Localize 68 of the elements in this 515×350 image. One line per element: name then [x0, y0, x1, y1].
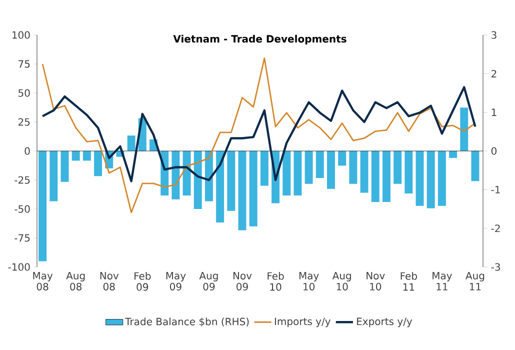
bar: [216, 150, 224, 223]
x-tick-label: Aug 09: [199, 272, 218, 290]
legend-label: Trade Balance $bn (RHS): [125, 318, 249, 327]
bar: [438, 150, 446, 206]
y2-tick-label: 1: [492, 108, 496, 116]
bar: [394, 150, 402, 184]
y2-tick-label: -1: [491, 186, 500, 194]
bar: [404, 150, 413, 194]
x-tick-label: May 08: [33, 272, 53, 290]
bar: [227, 150, 236, 211]
bar: [460, 108, 468, 151]
y-tick-label: -50: [14, 205, 30, 213]
y-tick-label: 75: [18, 60, 30, 68]
bar: [72, 150, 80, 161]
bar: [416, 150, 424, 206]
y-tick-label: 50: [18, 89, 30, 97]
bar: [127, 136, 136, 151]
x-tick-label: May 09: [166, 272, 186, 290]
x-tick-label: Nov 09: [233, 272, 252, 290]
bar: [382, 150, 390, 202]
bar: [426, 150, 435, 208]
bar: [471, 150, 480, 182]
y-tick-label: 100: [12, 31, 30, 39]
bar: [349, 150, 358, 184]
y2-tick-label: -2: [491, 224, 500, 232]
bar: [294, 150, 302, 196]
x-tick-label: Nov 08: [100, 272, 119, 290]
bar: [94, 150, 102, 176]
x-tick-label: Feb 11: [400, 272, 417, 291]
y-tick-label: -100: [8, 263, 30, 271]
x-tick-label: Aug 11: [466, 272, 484, 290]
bar: [249, 150, 258, 226]
y-tick-label: -25: [14, 176, 30, 184]
y2-tick-label: 0: [491, 147, 497, 155]
bar: [371, 150, 380, 202]
bar: [327, 150, 335, 189]
bar: [50, 150, 58, 202]
x-tick-label: Feb 09: [134, 272, 151, 291]
x-tick-label: May 10: [299, 272, 319, 290]
bar: [260, 150, 268, 186]
bar: [172, 150, 180, 200]
bar: [194, 150, 202, 209]
bar: [316, 150, 324, 178]
y2-tick-label: -3: [491, 263, 500, 271]
bar: [238, 150, 246, 230]
x-tick-label: Aug 10: [332, 272, 351, 290]
bar: [282, 150, 291, 196]
legend-label: Imports y/y: [275, 318, 330, 328]
bar: [82, 150, 91, 161]
y-tick-label: 0: [24, 147, 30, 155]
x-tick-label: Nov 10: [366, 272, 385, 290]
x-tick-label: Feb 10: [268, 272, 284, 291]
y2-tick-label: 3: [492, 31, 496, 39]
chart-title: Vietnam - Trade Developments: [173, 34, 346, 45]
x-tick-label: May 11: [432, 272, 452, 290]
bar: [449, 150, 458, 158]
line-series: [42, 57, 476, 214]
x-tick-label: Aug 08: [66, 272, 85, 290]
bar: [60, 150, 69, 182]
y-tick-label: 25: [18, 118, 30, 126]
bar: [182, 150, 191, 196]
legend-label: Exports y/y: [357, 318, 412, 328]
bar: [360, 150, 368, 193]
bar: [38, 150, 47, 262]
y-tick-label: -75: [14, 234, 30, 242]
y2-tick-label: 2: [492, 70, 496, 78]
bar: [338, 150, 346, 166]
bar: [304, 150, 313, 184]
